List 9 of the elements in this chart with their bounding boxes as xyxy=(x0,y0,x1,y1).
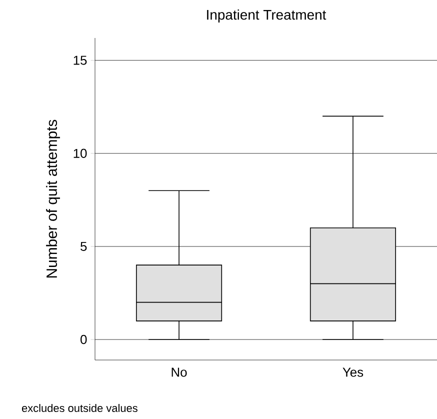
x-tick-label: Yes xyxy=(342,368,364,377)
y-tick-label: 5 xyxy=(80,242,87,251)
text: excludes outside values xyxy=(22,404,138,412)
y-axis-title: Number of quit attempts xyxy=(46,120,60,278)
x-tick-label: No xyxy=(172,368,187,377)
chart-title: Inpatient Treatment xyxy=(207,9,326,22)
y-tick-label: 0 xyxy=(80,334,87,344)
y-tick-label: 15 xyxy=(74,56,87,65)
y-tick-label: 10 xyxy=(74,148,87,158)
